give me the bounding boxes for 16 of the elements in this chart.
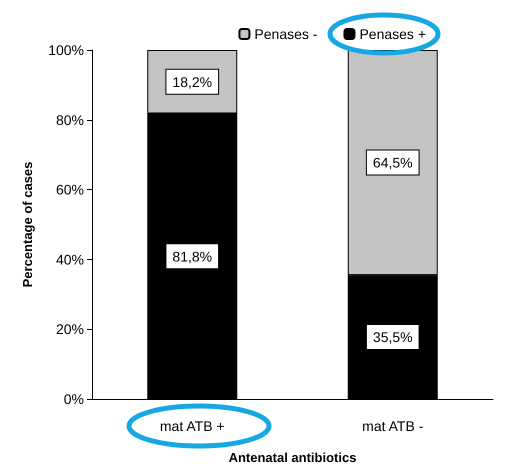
data-label: 64,5%: [372, 154, 413, 171]
y-tick-label: 60%: [56, 182, 84, 198]
y-tick-label: 100%: [48, 42, 84, 58]
x-tick-label: mat ATB +: [160, 418, 225, 434]
y-tick-label: 20%: [56, 321, 84, 338]
y-tick-label: 0%: [64, 391, 84, 407]
data-label: 18,2%: [172, 74, 212, 90]
x-axis-title: Antenatal antibiotics: [228, 450, 356, 465]
data-label: 81,8%: [172, 248, 212, 264]
legend-label: Penases +: [359, 26, 426, 42]
y-tick-label: 40%: [56, 251, 84, 268]
data-label: 35,5%: [372, 329, 413, 346]
y-axis-title: Percentage of cases: [20, 162, 35, 288]
y-tick-label: 80%: [56, 112, 84, 128]
x-tick-label: mat ATB -: [362, 418, 424, 434]
legend-label: Penases -: [254, 26, 318, 42]
